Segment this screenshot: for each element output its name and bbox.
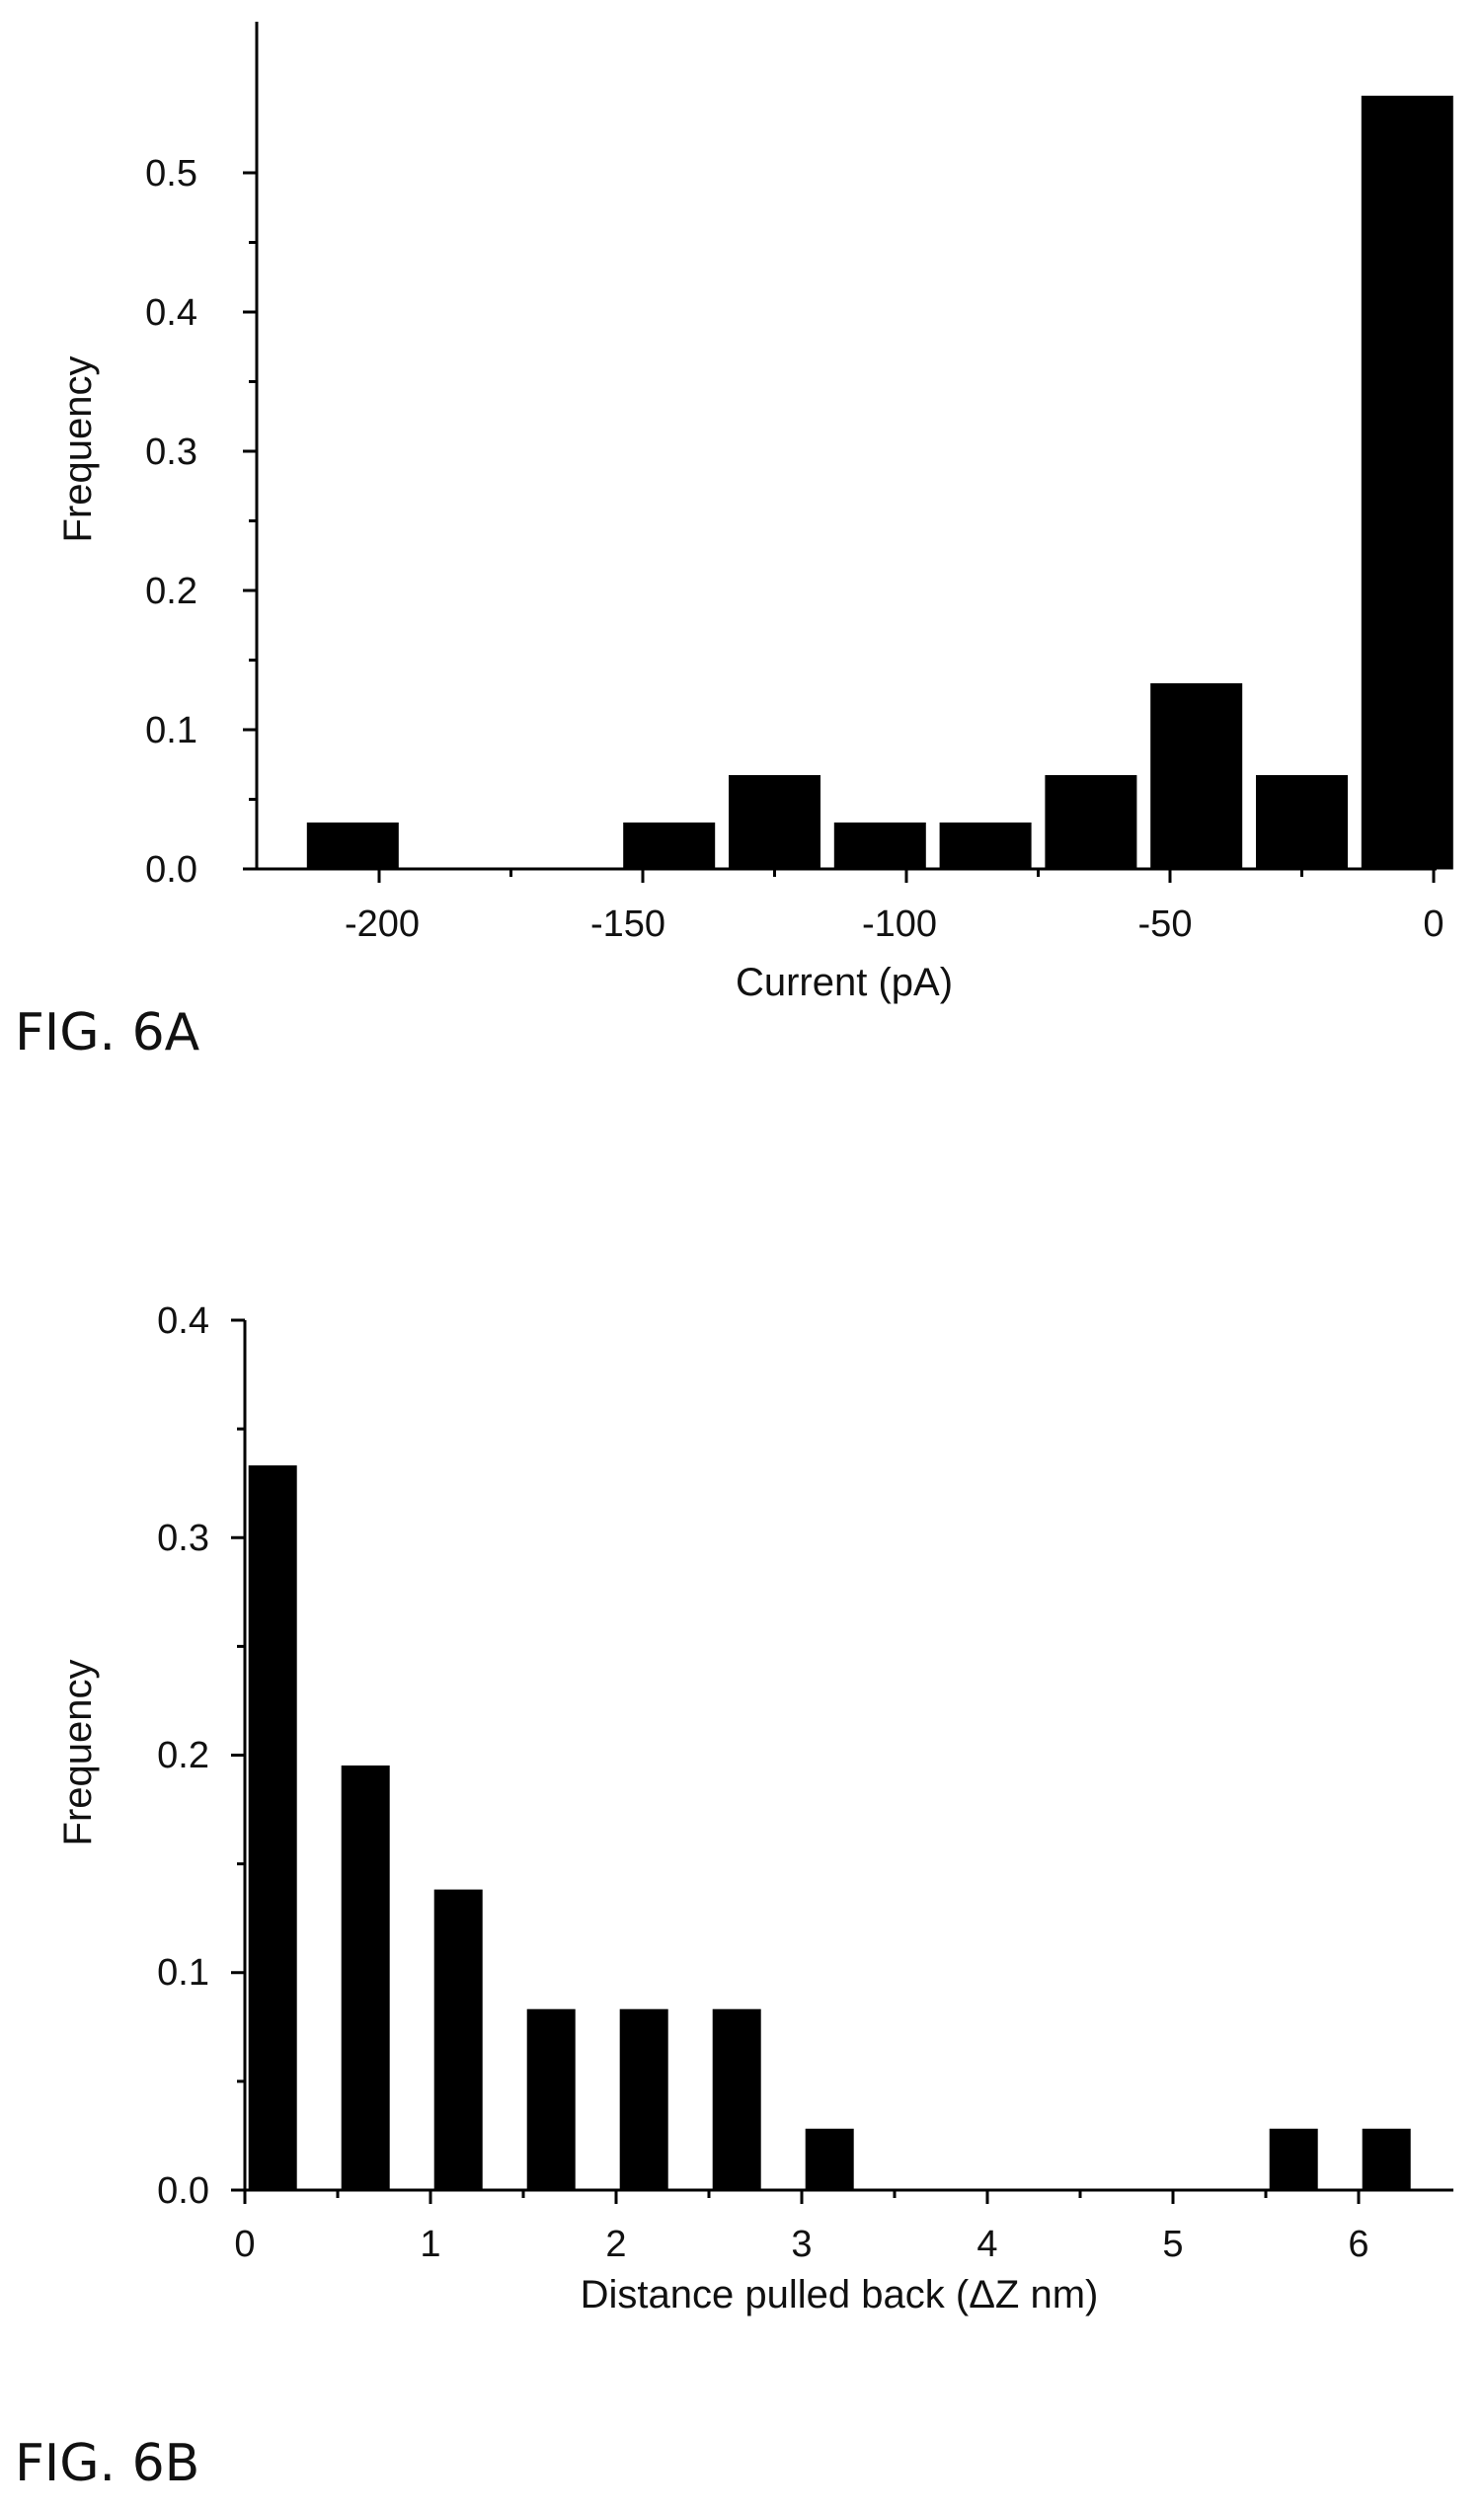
chart-6b-bars (248, 1465, 1411, 2191)
figure-label-6a: FIG. 6A (15, 1003, 200, 1062)
chart-6b: 0.0 0.1 0.2 0.3 0.4 0 1 2 3 4 5 6 Distan… (15, 1300, 1453, 2493)
chart-6b-bar (1362, 2128, 1411, 2191)
chart-6a-ytick-label: 0.1 (145, 710, 197, 751)
chart-6a-bar (833, 823, 926, 870)
chart-6b-ytick-label: 0.0 (157, 2170, 209, 2212)
chart-6b-y-ticks (231, 1318, 245, 2192)
chart-6a-xtick-label: -50 (1138, 903, 1193, 945)
chart-6b-xtick-label: 5 (1162, 2224, 1183, 2265)
chart-6b-xtick-label: 6 (1348, 2224, 1368, 2265)
chart-6b-xtick-label: 0 (234, 2224, 255, 2265)
chart-6b-bar (526, 2008, 576, 2191)
chart-6b-ytick-label: 0.4 (157, 1300, 209, 1342)
chart-6b-ytick-label: 0.2 (157, 1735, 209, 1776)
chart-6b-ytick-label: 0.1 (157, 1952, 209, 1994)
chart-6a-x-ticks (377, 869, 1436, 883)
chart-6a: 0.0 0.1 0.2 0.3 0.4 0.5 -200 -150 -100 -… (15, 22, 1453, 1062)
chart-6a-bars (306, 95, 1453, 870)
chart-6a-ytick-label: 0.3 (145, 432, 197, 473)
chart-6a-bar (939, 823, 1032, 870)
chart-6a-xtick-label: -150 (590, 903, 665, 945)
chart-6a-bar (1256, 775, 1348, 870)
chart-6a-bar (729, 775, 820, 870)
chart-6a-bar (1045, 775, 1137, 870)
chart-6b-xtick-label: 1 (420, 2224, 440, 2265)
chart-6a-bar (1361, 95, 1453, 870)
chart-6a-ytick-label: 0.4 (145, 292, 197, 334)
chart-6a-ytick-label: 0.2 (145, 571, 197, 612)
chart-6a-y-ticks (243, 171, 257, 871)
chart-6a-bar (623, 823, 716, 870)
chart-6a-bar (1150, 683, 1243, 870)
chart-6a-xtick-label: -100 (862, 903, 937, 945)
chart-6a-ytick-label: 0.0 (145, 849, 197, 891)
chart-6b-bar (1269, 2128, 1318, 2191)
chart-6b-xtick-label: 3 (791, 2224, 812, 2265)
chart-6b-bar (248, 1465, 297, 2191)
chart-6b-bar (805, 2128, 854, 2191)
chart-6a-xtick-label: 0 (1423, 903, 1444, 945)
chart-6b-xtick-label: 2 (605, 2224, 626, 2265)
chart-6b-x-ticks (243, 2190, 1361, 2204)
chart-6b-bar (341, 1766, 390, 2191)
chart-6a-bar (306, 823, 399, 870)
chart-6b-x-axis-title: Distance pulled back (ΔZ nm) (581, 2273, 1099, 2316)
chart-6b-ytick-label: 0.3 (157, 1518, 209, 1559)
chart-6b-bar (712, 2008, 761, 2191)
chart-6b-xtick-label: 4 (976, 2224, 997, 2265)
chart-6b-y-axis-title: Frequency (56, 1660, 100, 1846)
figure-label-6b: FIG. 6B (15, 2434, 199, 2493)
chart-6b-bar (619, 2008, 668, 2191)
chart-6a-y-axis-title: Frequency (56, 356, 100, 543)
chart-6a-x-axis-title: Current (pA) (736, 961, 953, 1004)
chart-6a-xtick-label: -200 (345, 903, 420, 945)
chart-6a-ytick-label: 0.5 (145, 153, 197, 195)
chart-6b-bar (433, 1889, 483, 2191)
